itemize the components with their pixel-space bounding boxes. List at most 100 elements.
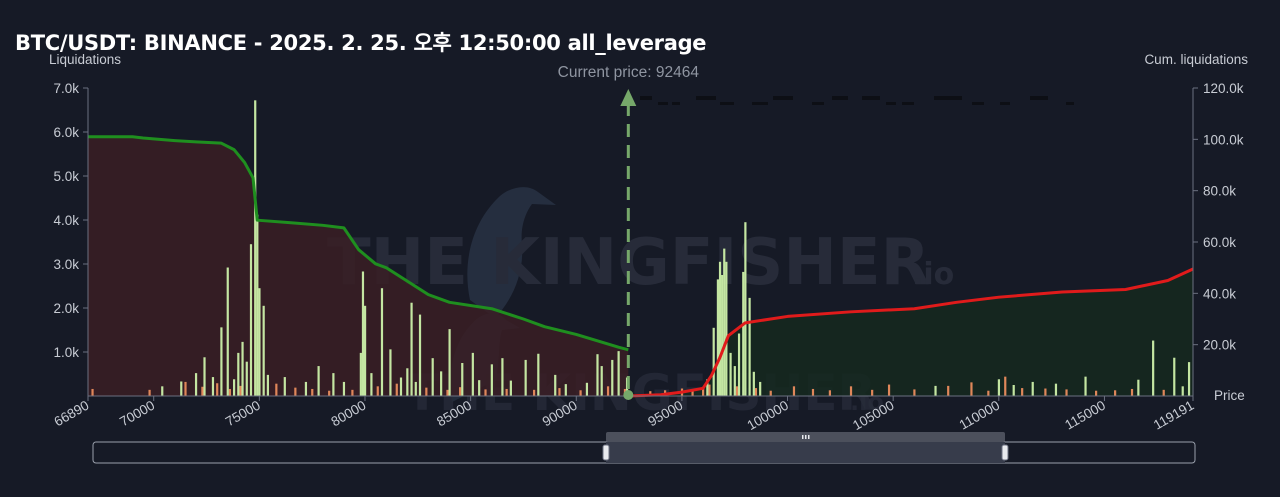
liquidation-bar-green <box>744 222 747 396</box>
liquidation-bar-orange <box>148 389 151 396</box>
left-tick-label: 3.0k <box>53 257 79 272</box>
liquidation-bar-orange <box>91 388 94 396</box>
current-price-marker: Current price: 92464 <box>558 64 700 400</box>
left-tick-label: 2.0k <box>53 301 79 316</box>
liquidation-bar-green <box>241 341 244 396</box>
liquidation-bar-orange <box>649 391 652 396</box>
liquidation-bar-orange <box>606 386 610 396</box>
liquidation-bar-orange <box>887 384 891 396</box>
liquidation-bar-orange <box>376 386 379 396</box>
liquidation-bar-green <box>414 381 417 396</box>
liquidation-bar-orange <box>828 390 831 396</box>
liquidation-bar-green <box>1181 386 1184 396</box>
x-tick-label: 119191 <box>1151 398 1197 433</box>
x-tick-label: 110000 <box>957 398 1003 433</box>
liquidation-bar-green <box>759 381 762 396</box>
liquidation-bar-green <box>716 279 720 396</box>
liquidation-bar-green <box>509 380 512 396</box>
cumulative-lines <box>88 135 1194 398</box>
liquidation-bar-orange <box>425 387 428 396</box>
short-cumulative-line <box>88 135 629 352</box>
left-tick-label: 4.0k <box>53 213 79 228</box>
liquidation-bar-green <box>1152 340 1155 396</box>
right-tick-label: 80.0k <box>1203 184 1236 199</box>
watermark-io-top: .io <box>912 257 954 292</box>
liquidation-bar-orange <box>505 388 508 396</box>
liquidation-bar-green <box>370 373 373 396</box>
liquidation-bar-green <box>501 358 504 396</box>
liquidation-bar-orange <box>708 384 711 396</box>
liquidation-bar-green <box>733 366 736 396</box>
liquidation-bar-orange <box>446 389 449 396</box>
left-tick-label: 1.0k <box>53 345 79 360</box>
liquidation-bar-orange <box>579 390 582 396</box>
liquidation-bar-green <box>596 354 599 396</box>
liquidation-bar-green <box>742 271 745 396</box>
liquidation-bar-green <box>600 366 603 396</box>
liquidation-bar-green <box>725 261 728 396</box>
liquidation-bar-green <box>723 248 726 396</box>
liquidation-bar-orange <box>228 388 231 396</box>
long-cumulative-line <box>628 267 1194 398</box>
liquidation-bar-green <box>399 377 403 396</box>
liquidation-bar-orange <box>871 389 874 396</box>
liquidation-bar-green <box>194 373 198 396</box>
liquidation-bar-green <box>448 329 451 396</box>
current-price-label: Current price: 92464 <box>558 64 700 81</box>
liquidation-bar-orange <box>1044 388 1047 396</box>
liquidation-bars <box>91 100 1191 396</box>
liquidation-bar-orange <box>294 387 297 396</box>
range-slider-selection[interactable] <box>606 442 1005 463</box>
liquidation-bar-green <box>431 358 434 396</box>
liquidation-bar-green <box>226 267 229 396</box>
liquidation-bar-green <box>232 379 236 396</box>
liquidation-bar-orange <box>913 389 916 396</box>
liquidation-bar-orange <box>811 388 815 396</box>
liquidation-bar-orange <box>947 385 950 396</box>
liquidation-bar-orange <box>769 390 772 396</box>
liquidation-bar-green <box>1173 357 1176 396</box>
x-tick-label: 66890 <box>51 398 91 430</box>
liquidation-bar-green <box>752 371 755 396</box>
range-slider[interactable] <box>92 432 1196 464</box>
liquidation-bar-orange <box>1162 389 1165 396</box>
liquidation-bar-green <box>490 364 493 396</box>
short-cumulative-fill <box>88 136 629 396</box>
liquidation-bar-green <box>418 314 422 396</box>
liquidation-bar-green <box>254 100 257 396</box>
liquidation-bar-green <box>1137 379 1140 396</box>
liquidation-bar-green <box>478 380 481 396</box>
liquidation-bar-green <box>266 374 269 396</box>
arrow-up-icon <box>620 89 637 106</box>
liquidation-bar-orange <box>1021 388 1024 396</box>
liquidation-bar-green <box>737 333 741 396</box>
liquidation-bar-orange <box>691 390 694 396</box>
liquidation-bar-green <box>1031 381 1034 396</box>
range-slider-right-handle[interactable] <box>1001 444 1009 461</box>
liquidation-bar-green <box>342 381 346 396</box>
right-tick-label: 20.0k <box>1203 338 1236 353</box>
liquidation-bar-green <box>1054 383 1058 396</box>
liquidation-bar-orange <box>275 383 278 396</box>
liquidation-bar-green <box>440 371 443 396</box>
liquidation-bar-green <box>211 377 215 396</box>
liquidation-bar-green <box>748 297 751 396</box>
price-axis-label: Price <box>1214 388 1245 403</box>
liquidation-bar-green <box>524 359 527 396</box>
liquidation-bar-green <box>237 352 240 396</box>
liquidation-bar-green <box>262 305 265 396</box>
liquidation-bar-green <box>304 381 308 396</box>
right-axis-title: Cum. liquidations <box>1144 52 1248 67</box>
liquidation-bar-green <box>718 261 722 396</box>
left-axis-ticks: 1.0k 2.0k 3.0k 4.0k 5.0k 6.0k 7.0k <box>53 81 88 360</box>
liquidation-bar-orange <box>351 389 354 396</box>
liquidation-bar-green <box>256 214 259 396</box>
right-tick-label: 40.0k <box>1203 286 1236 301</box>
left-tick-label: 7.0k <box>53 81 79 96</box>
liquidation-bar-green <box>220 327 223 396</box>
liquidation-bar-green <box>389 349 392 396</box>
liquidation-bar-orange <box>328 390 331 396</box>
range-slider-left-handle[interactable] <box>602 444 610 461</box>
long-cumulative-fill <box>628 268 1193 396</box>
